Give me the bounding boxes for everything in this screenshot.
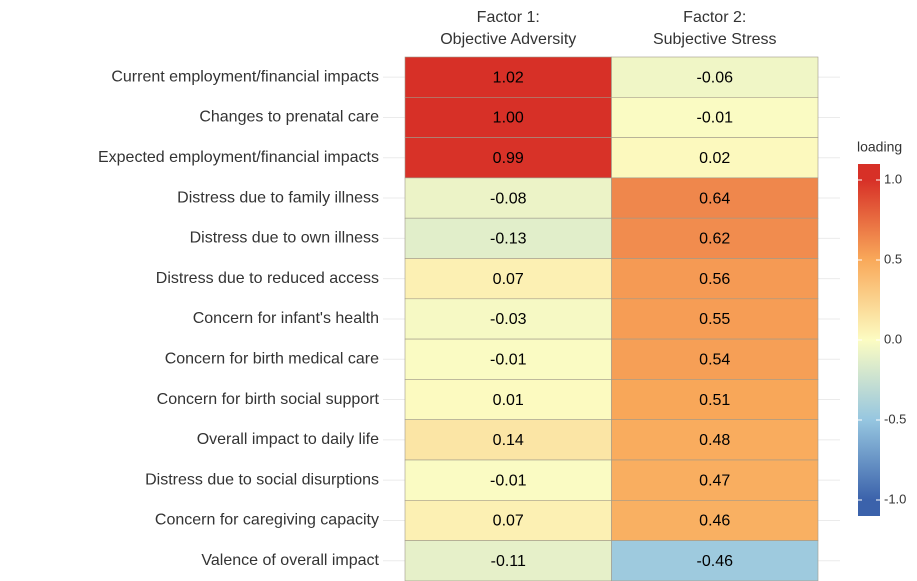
cell-label: 0.99 [493, 150, 524, 167]
y-tick-label: Concern for birth social support [157, 391, 380, 408]
cell-label: -0.13 [490, 231, 527, 248]
y-tick-label: Concern for caregiving capacity [155, 512, 379, 529]
x-tick-label: Factor 1: [477, 9, 540, 26]
heatmap-cell [404, 217, 612, 259]
cell-label: -0.08 [490, 190, 527, 207]
cell-label: 0.54 [699, 351, 730, 368]
cell-label: 0.62 [699, 231, 730, 248]
heatmap-cell [404, 298, 612, 340]
y-tick-label: Valence of overall impact [201, 552, 379, 569]
heatmap-cell [611, 338, 819, 380]
cell-label: -0.06 [697, 69, 734, 86]
cell-label: -0.11 [491, 553, 526, 570]
cell-label: 0.64 [699, 190, 730, 207]
colorbar-tick-label: -0.5 [884, 411, 906, 426]
y-tick-label: Distress due to own illness [190, 230, 379, 247]
y-tick-label: Concern for infant's health [193, 310, 379, 327]
y-tick-label: Concern for birth medical care [165, 350, 379, 367]
heatmap-cell [404, 137, 612, 179]
cell-label: 0.47 [699, 472, 730, 489]
heatmap-cell [611, 298, 819, 340]
heatmap-cell [404, 97, 612, 138]
cell-label: 0.01 [493, 392, 524, 409]
cell-label: 0.51 [699, 392, 730, 409]
cell-label: -0.01 [490, 472, 527, 489]
heatmap-cell [611, 56, 819, 98]
x-tick-label: Subjective Stress [653, 31, 777, 48]
cell-label: 0.02 [699, 150, 730, 167]
y-tick-label: Current employment/financial impacts [111, 68, 379, 85]
heatmap-cell [611, 499, 819, 541]
cell-label: 0.07 [493, 513, 524, 530]
cell-label: 1.02 [493, 69, 524, 86]
x-tick-label: Objective Adversity [440, 31, 576, 48]
heatmap-cell [404, 338, 612, 380]
heatmap-cell [404, 258, 612, 300]
colorbar-tick-label: 0.0 [884, 331, 902, 346]
legend-title: loading [857, 139, 902, 155]
heatmap-cell [404, 177, 612, 219]
heatmap-cell [611, 258, 819, 300]
colorbar-tick-label: -1.0 [884, 491, 906, 506]
y-tick-label: Expected employment/financial impacts [98, 149, 379, 166]
heatmap-cell [611, 379, 819, 420]
cell-label: 0.14 [493, 432, 524, 449]
heatmap-cell [404, 379, 612, 420]
cell-label: 0.46 [699, 513, 730, 530]
y-tick-label: Distress due to family illness [177, 189, 379, 206]
heatmap-cell [611, 177, 819, 219]
cell-label: 0.48 [699, 432, 730, 449]
y-tick-label: Overall impact to daily life [197, 431, 379, 448]
colorbar-tick-label: 1.0 [884, 171, 902, 186]
y-tick-label: Distress due to reduced access [156, 270, 379, 287]
heatmap-cell [404, 56, 612, 98]
heatmap-cell [611, 217, 819, 259]
colorbar [858, 164, 880, 516]
y-tick-label: Changes to prenatal care [199, 109, 379, 126]
heatmap-cell [404, 540, 612, 581]
cell-label: 1.00 [493, 110, 524, 127]
heatmap-cell [611, 540, 819, 581]
cell-label: 0.56 [699, 271, 730, 288]
cell-label: -0.01 [697, 110, 734, 127]
heatmap-cell [611, 459, 819, 501]
y-tick-label: Distress due to social disurptions [145, 471, 379, 488]
cell-label: -0.46 [697, 553, 734, 570]
heatmap-cell [611, 419, 819, 461]
colorbar-tick-label: 0.5 [884, 251, 902, 266]
heatmap-cell [404, 419, 612, 461]
cell-label: -0.03 [490, 311, 527, 328]
cell-label: 0.07 [493, 271, 524, 288]
x-tick-label: Factor 2: [683, 9, 746, 26]
cell-label: -0.01 [490, 351, 527, 368]
cell-label: 0.55 [699, 311, 730, 328]
